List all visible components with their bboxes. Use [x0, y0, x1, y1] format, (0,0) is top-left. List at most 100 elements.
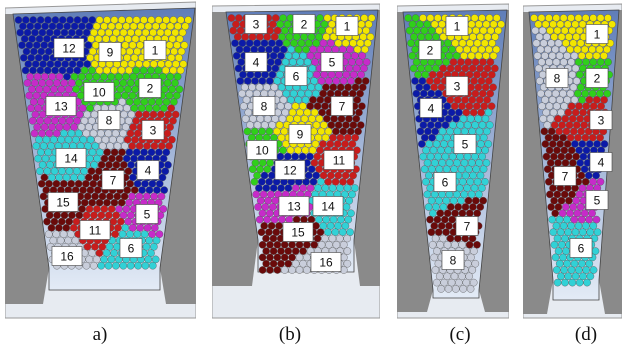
particle [475, 96, 484, 104]
particle [554, 159, 562, 167]
particle [302, 177, 310, 186]
particle [324, 228, 332, 236]
particle [97, 161, 106, 169]
particle [480, 102, 488, 110]
particle [581, 133, 590, 142]
particle [114, 72, 123, 81]
particle [320, 20, 329, 29]
particle [593, 228, 602, 236]
particle [78, 104, 87, 112]
particle [301, 96, 310, 104]
particle [310, 108, 319, 117]
particle [78, 205, 86, 213]
particle [424, 203, 433, 211]
particle [160, 186, 168, 194]
particle [477, 140, 485, 148]
particle [326, 222, 335, 230]
particle [82, 261, 91, 270]
particle [455, 278, 463, 287]
particle [120, 60, 128, 68]
particle [469, 278, 478, 287]
particle [97, 261, 105, 270]
region-label-box [51, 246, 83, 266]
particle [488, 39, 496, 48]
particle [157, 110, 165, 119]
particle [455, 45, 464, 54]
particle [443, 240, 452, 249]
particle [291, 259, 300, 268]
particle [604, 14, 612, 22]
particle [232, 52, 241, 60]
particle [269, 20, 277, 29]
particle [419, 152, 428, 161]
particle [541, 140, 550, 148]
particle [461, 234, 469, 243]
particle [356, 89, 364, 98]
particle [444, 146, 453, 155]
particle [154, 66, 163, 75]
particle [552, 266, 561, 274]
particle [133, 98, 141, 106]
particle [295, 266, 304, 274]
particle [573, 45, 582, 54]
particle [148, 261, 157, 270]
region-label: 11 [333, 154, 346, 168]
particle [458, 240, 466, 249]
region-label: 4 [145, 164, 152, 178]
particle [150, 242, 158, 251]
particle [278, 33, 286, 41]
particle [457, 165, 466, 173]
particle [472, 165, 480, 173]
region-label: 3 [598, 114, 605, 128]
particle [408, 52, 417, 60]
particle [565, 33, 573, 41]
particle [584, 171, 593, 180]
particle [424, 127, 432, 136]
particle [169, 66, 177, 75]
particle [572, 196, 581, 205]
particle [103, 16, 111, 24]
particle [168, 85, 176, 94]
particle [489, 52, 498, 60]
particle [326, 140, 335, 148]
particle [442, 196, 451, 205]
particle [564, 228, 572, 236]
particle [19, 54, 28, 62]
particle [466, 285, 475, 293]
particle [321, 234, 329, 243]
particle [120, 192, 129, 201]
particle [356, 39, 365, 48]
particle [73, 117, 81, 125]
particle [562, 247, 570, 255]
particle [62, 173, 71, 182]
particle [39, 192, 48, 201]
particle [571, 140, 579, 148]
bin-wall-left [5, 14, 49, 304]
particle [84, 41, 93, 50]
particle [126, 261, 135, 270]
particle [474, 83, 483, 92]
particle [458, 102, 466, 110]
particle [565, 196, 573, 205]
particle [575, 146, 583, 155]
particle [544, 89, 553, 98]
particle [360, 64, 368, 73]
particle [36, 117, 44, 125]
particle [428, 240, 437, 249]
region-label-box [330, 96, 354, 116]
particle [432, 64, 440, 73]
particle [552, 222, 561, 230]
particle [534, 64, 543, 73]
particle [448, 215, 456, 224]
particle [174, 22, 182, 31]
particle [301, 146, 310, 155]
particle [571, 272, 580, 281]
particle [90, 60, 99, 68]
particle [564, 20, 572, 29]
particle [322, 83, 330, 92]
particle [278, 215, 286, 224]
region-label-box [418, 40, 442, 60]
particle [565, 121, 574, 129]
particle [304, 89, 313, 98]
particle [440, 278, 449, 287]
